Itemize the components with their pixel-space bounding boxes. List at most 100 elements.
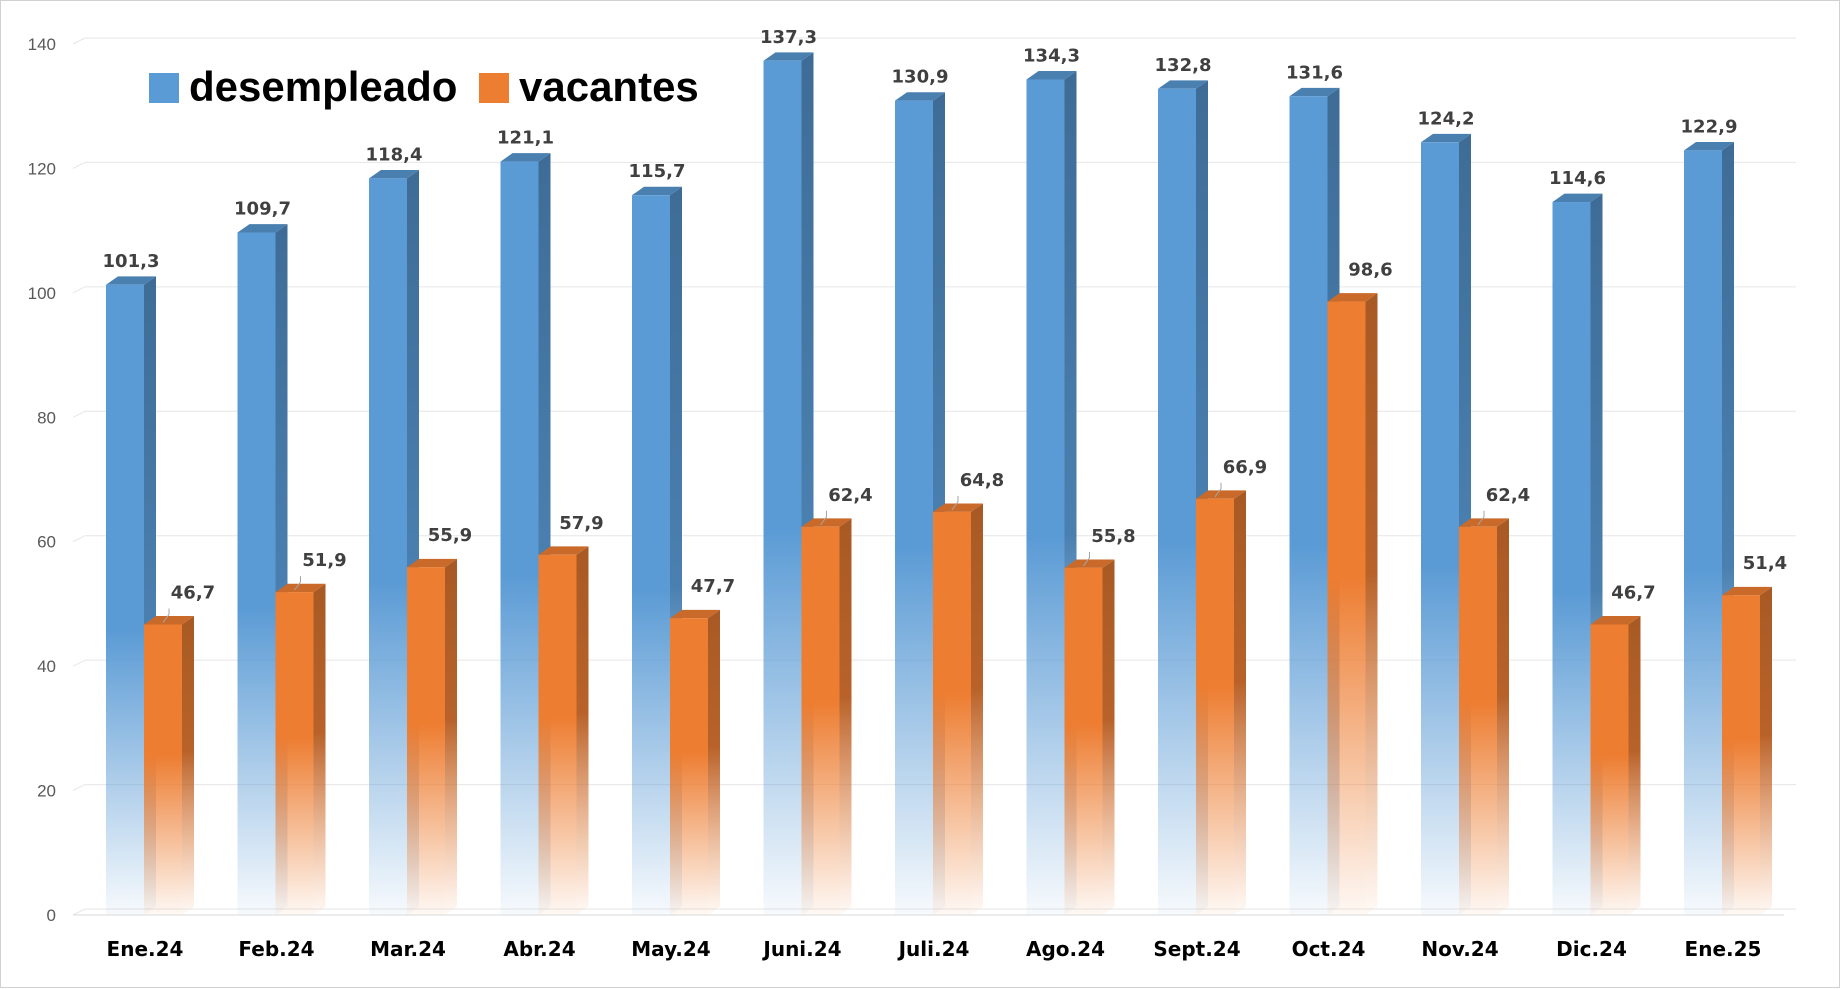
data-label-desempleado: 134,3 — [1023, 45, 1080, 66]
data-label-vacantes: 66,9 — [1223, 457, 1267, 478]
bar-top — [275, 583, 326, 593]
bar-front — [1459, 526, 1497, 915]
bar-front — [895, 100, 933, 916]
y-tick-label: 0 — [47, 906, 56, 925]
bar-front — [1327, 301, 1366, 915]
bar-top — [1722, 586, 1772, 596]
bar-front — [1421, 142, 1459, 915]
data-label-desempleado: 118,4 — [366, 144, 423, 165]
bar-top — [500, 153, 551, 162]
bar-front — [1196, 498, 1234, 915]
bar-top — [1459, 518, 1509, 527]
gridline-corner-60 — [72, 535, 86, 543]
bar-side — [1365, 293, 1378, 916]
y-tick-label: 140 — [28, 35, 56, 54]
x-tick-label: Mar.24 — [370, 937, 446, 961]
legend-label-vacantes: vacantes — [519, 63, 699, 110]
bar-top — [933, 503, 983, 512]
data-label-vacantes: 62,4 — [1486, 485, 1530, 506]
data-label-vacantes: 51,4 — [1743, 553, 1787, 574]
bars — [106, 52, 1772, 916]
gridline-corner-80 — [72, 410, 86, 418]
label-leader-line — [294, 576, 301, 591]
bar-vacantes-Oct.24 — [1327, 293, 1378, 916]
bar-front — [1552, 202, 1591, 915]
x-tick-label: Dic.24 — [1556, 937, 1627, 961]
x-tick-label: Ago.24 — [1026, 937, 1105, 961]
data-label-desempleado: 130,9 — [892, 67, 949, 88]
data-label-vacantes: 46,7 — [171, 582, 215, 603]
y-tick-label: 40 — [37, 657, 56, 676]
x-tick-label: Juni.24 — [761, 937, 841, 961]
bar-front — [407, 567, 445, 915]
bar-vacantes-Dic.24 — [1590, 616, 1641, 915]
label-leader-line — [162, 608, 170, 623]
bar-side — [1102, 559, 1115, 915]
bar-side — [708, 609, 720, 915]
bar-vacantes-Abr.24 — [538, 546, 589, 915]
bar-side — [1234, 490, 1246, 915]
x-tick-label: Nov.24 — [1421, 937, 1498, 961]
data-label-desempleado: 109,7 — [234, 199, 291, 220]
bar-top — [369, 169, 419, 179]
bar-top — [763, 52, 814, 61]
bar-front — [144, 624, 182, 915]
bar-front — [933, 511, 971, 915]
bar-side — [1628, 616, 1641, 915]
bar-front — [369, 178, 407, 915]
bar-vacantes-Juli.24 — [933, 503, 983, 915]
bar-front — [1064, 567, 1103, 915]
bar-front — [670, 618, 708, 915]
bar-front — [1158, 88, 1196, 915]
data-label-desempleado: 132,8 — [1155, 55, 1212, 76]
bar-vacantes-Juni.24 — [801, 518, 852, 915]
data-label-desempleado: 121,1 — [497, 128, 554, 149]
bar-top — [1289, 87, 1340, 97]
x-tick-label: Ene.25 — [1685, 937, 1762, 961]
bar-top — [895, 92, 945, 101]
bar-desempleado-Feb.24 — [237, 224, 288, 916]
legend-swatch-desempleado — [149, 73, 179, 103]
bar-vacantes-Ago.24 — [1064, 559, 1115, 915]
x-tick-label: Feb.24 — [238, 937, 314, 961]
label-leader-line — [820, 510, 827, 526]
bar-front — [538, 554, 577, 915]
bar-top — [632, 186, 682, 196]
bar-front — [106, 284, 144, 915]
x-axis: Ene.24 Feb.24 Mar.24 Abr.24 May.24 Juni.24 Jul… — [73, 914, 1784, 961]
bar-top — [1421, 133, 1471, 143]
data-label-desempleado: 131,6 — [1286, 62, 1343, 83]
gridline-corner-20 — [72, 784, 86, 792]
y-tick-label: 120 — [28, 159, 56, 178]
bar-top — [670, 609, 720, 619]
label-leader-line — [951, 495, 959, 511]
bar-top — [1196, 490, 1246, 499]
bar-vacantes-Sept.24 — [1196, 490, 1246, 915]
x-tick-label: May.24 — [631, 937, 710, 961]
data-label-desempleado: 137,3 — [760, 27, 817, 48]
label-leader-line — [1083, 551, 1090, 567]
gridline-corner-100 — [72, 286, 86, 294]
data-label-vacantes: 57,9 — [559, 513, 603, 534]
x-tick-label: Sept.24 — [1153, 937, 1240, 961]
data-label-desempleado: 115,7 — [629, 161, 686, 182]
gridline-corner-40 — [72, 659, 86, 667]
bar-desempleado-Dic.24 — [1552, 193, 1603, 916]
data-label-vacantes: 62,4 — [828, 485, 872, 506]
bar-top — [106, 276, 156, 285]
data-label-vacantes: 98,6 — [1348, 260, 1392, 281]
bar-top — [1684, 141, 1734, 151]
bar-top — [1064, 559, 1115, 568]
bar-front — [1684, 150, 1722, 916]
bar-vacantes-Nov.24 — [1459, 518, 1509, 915]
x-tick-label: Ene.24 — [107, 937, 184, 961]
y-tick-label: 100 — [28, 284, 56, 303]
gridline-corner-120 — [72, 161, 86, 169]
bar-front — [237, 232, 276, 916]
label-leader-line — [1477, 510, 1485, 526]
bar-vacantes-Mar.24 — [407, 558, 457, 915]
data-label-vacantes: 55,8 — [1091, 526, 1135, 547]
x-tick-label: Abr.24 — [503, 937, 575, 961]
data-label-vacantes: 64,8 — [960, 470, 1004, 491]
y-axis: 0 20 40 60 80 100 120 140 — [28, 35, 56, 925]
